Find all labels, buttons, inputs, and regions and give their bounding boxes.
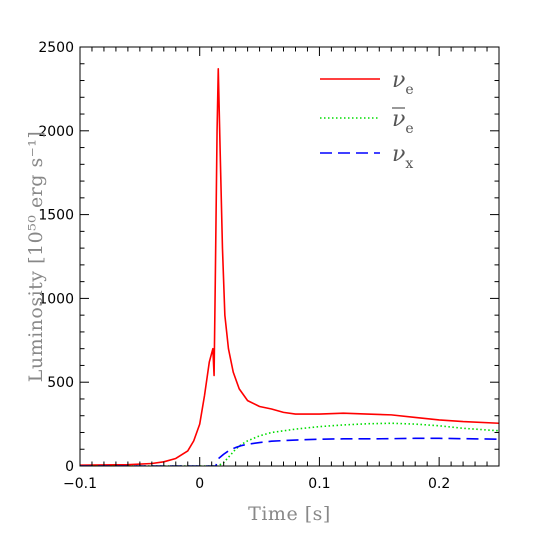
x-tick-label: −0.1 — [63, 476, 97, 492]
y-tick-label: 1000 — [38, 291, 74, 307]
y-tick-label: 1500 — [38, 208, 74, 224]
legend: νe νe νx — [320, 68, 414, 172]
legend-label-1: νe — [392, 68, 414, 98]
series-layer — [80, 67, 499, 466]
x-axis-title: Time [s] — [248, 503, 331, 525]
y-axis-title: Luminosity [10⁵⁰ erg s⁻¹] — [25, 131, 47, 383]
series-line-1 — [80, 67, 499, 466]
x-tick-label: 0.2 — [428, 476, 450, 492]
x-tick-label: 0.1 — [308, 476, 330, 492]
plot-frame — [79, 46, 500, 467]
legend-label-2: νe — [392, 107, 414, 137]
series-line-3 — [80, 437, 499, 466]
legend-label-3: νx — [392, 142, 413, 172]
y-tick-label: 500 — [47, 375, 74, 391]
series-line-2 — [80, 422, 499, 466]
y-tick-label: 2000 — [38, 124, 74, 140]
x-tick-label: 0 — [195, 476, 204, 492]
y-tick-label: 0 — [65, 459, 74, 475]
y-tick-label: 2500 — [38, 40, 74, 56]
tick-layer — [79, 46, 500, 467]
